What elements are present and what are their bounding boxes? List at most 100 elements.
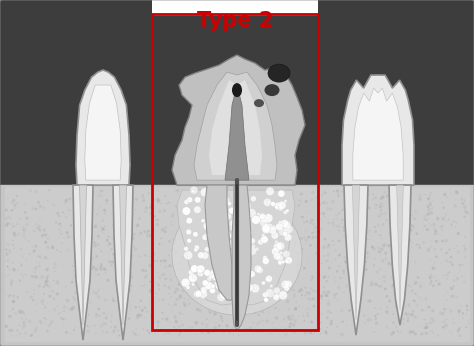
Circle shape (231, 210, 233, 212)
Circle shape (390, 192, 392, 194)
Circle shape (270, 244, 273, 248)
Circle shape (271, 243, 274, 246)
Circle shape (161, 237, 163, 238)
Circle shape (171, 309, 173, 311)
Circle shape (191, 218, 192, 219)
Circle shape (317, 203, 318, 204)
Circle shape (316, 197, 318, 199)
Circle shape (255, 293, 256, 294)
Circle shape (311, 199, 313, 201)
Circle shape (337, 193, 339, 195)
Circle shape (285, 250, 287, 252)
Circle shape (130, 254, 133, 257)
Circle shape (262, 272, 263, 273)
Circle shape (328, 222, 329, 224)
Circle shape (21, 273, 22, 275)
Circle shape (174, 250, 178, 253)
Circle shape (399, 201, 401, 203)
Circle shape (58, 215, 60, 217)
Circle shape (433, 227, 436, 229)
Circle shape (314, 333, 315, 334)
Circle shape (135, 306, 137, 309)
Circle shape (324, 330, 327, 333)
Circle shape (326, 280, 328, 282)
Circle shape (414, 316, 417, 318)
Circle shape (405, 313, 407, 315)
Circle shape (288, 286, 290, 289)
Circle shape (443, 206, 445, 209)
Circle shape (176, 268, 179, 271)
Circle shape (212, 231, 214, 233)
Circle shape (226, 231, 230, 235)
Circle shape (400, 244, 403, 247)
Circle shape (284, 333, 288, 336)
Circle shape (56, 212, 59, 215)
Circle shape (158, 243, 161, 245)
Circle shape (161, 274, 162, 275)
Circle shape (141, 269, 144, 272)
Circle shape (219, 287, 223, 291)
Circle shape (311, 275, 313, 277)
Circle shape (128, 290, 129, 292)
Circle shape (121, 291, 123, 293)
Circle shape (144, 270, 147, 272)
Circle shape (67, 236, 70, 238)
Circle shape (71, 281, 73, 283)
Circle shape (28, 197, 29, 198)
Circle shape (131, 295, 133, 297)
Circle shape (456, 296, 459, 299)
Circle shape (301, 216, 304, 219)
Circle shape (453, 220, 456, 223)
Circle shape (446, 220, 447, 221)
Circle shape (104, 225, 106, 227)
Circle shape (229, 253, 238, 262)
Circle shape (65, 238, 66, 239)
Circle shape (398, 297, 401, 300)
Circle shape (296, 271, 298, 272)
Circle shape (400, 309, 401, 311)
Circle shape (295, 274, 298, 277)
Circle shape (123, 303, 125, 305)
Circle shape (217, 293, 226, 301)
Circle shape (62, 318, 64, 320)
Circle shape (360, 203, 364, 206)
Circle shape (230, 200, 231, 202)
Circle shape (408, 284, 410, 286)
Circle shape (174, 248, 175, 249)
Circle shape (317, 296, 319, 298)
Circle shape (407, 313, 410, 316)
Circle shape (320, 219, 322, 220)
Circle shape (343, 272, 345, 274)
Circle shape (175, 298, 178, 301)
Circle shape (182, 313, 183, 315)
Circle shape (87, 258, 89, 260)
Circle shape (177, 262, 180, 265)
Circle shape (12, 308, 14, 310)
Circle shape (117, 300, 120, 303)
Circle shape (261, 236, 268, 243)
Circle shape (389, 218, 392, 221)
Circle shape (217, 265, 220, 268)
Circle shape (34, 294, 36, 295)
Circle shape (217, 252, 222, 257)
Circle shape (164, 284, 166, 287)
Circle shape (186, 230, 189, 233)
Circle shape (199, 220, 202, 224)
Circle shape (105, 199, 108, 202)
Circle shape (65, 331, 68, 334)
Circle shape (356, 263, 357, 264)
Circle shape (317, 226, 318, 227)
Circle shape (273, 287, 277, 291)
Circle shape (298, 205, 300, 207)
Circle shape (141, 309, 144, 312)
Circle shape (363, 246, 365, 248)
Circle shape (376, 271, 378, 272)
Circle shape (194, 321, 198, 325)
Circle shape (103, 208, 107, 212)
Circle shape (410, 216, 411, 217)
Circle shape (338, 265, 341, 268)
Circle shape (455, 199, 456, 201)
Circle shape (285, 259, 289, 263)
Circle shape (183, 242, 187, 245)
Circle shape (213, 326, 217, 329)
